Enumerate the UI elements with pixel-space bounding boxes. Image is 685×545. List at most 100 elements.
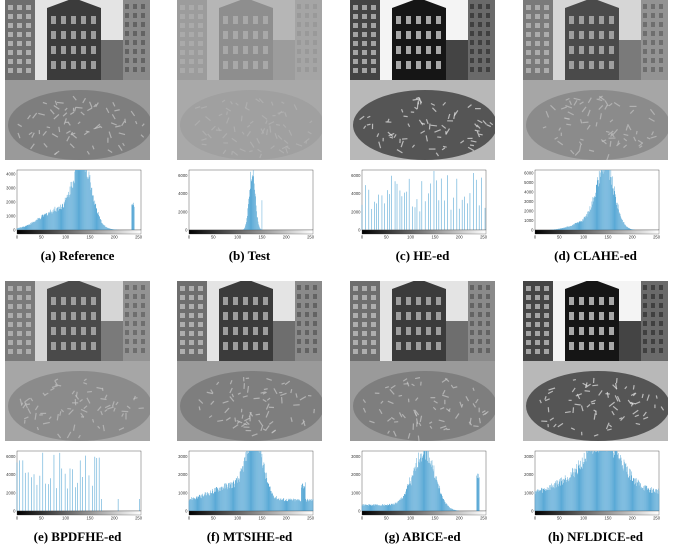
x-tick-label: 0 [188, 516, 191, 521]
x-tick-label: 50 [557, 235, 562, 240]
caption-e: (e) BPDFHE-ed [33, 529, 122, 544]
photo-c [350, 0, 495, 160]
photo-h [523, 281, 668, 441]
x-tick-label: 100 [407, 235, 415, 240]
histogram-bars [16, 170, 135, 230]
x-tick-label: 250 [135, 235, 143, 240]
y-tick-label: 2000 [6, 490, 16, 495]
x-tick-label: 150 [431, 235, 439, 240]
x-tick-label: 0 [534, 516, 537, 521]
y-tick-label: 3000 [6, 186, 16, 191]
y-tick-label: 0 [13, 228, 16, 233]
y-tick-label: 1000 [524, 490, 534, 495]
x-tick-label: 100 [234, 516, 242, 521]
intensity-gradient-bar [16, 229, 142, 235]
y-tick-label: 2000 [351, 209, 361, 214]
x-tick-label: 200 [456, 235, 464, 240]
x-tick-label: 50 [384, 516, 389, 521]
y-tick-label: 6000 [178, 173, 188, 178]
y-tick-label: 2000 [351, 472, 361, 477]
caption-h: (h) NFLDICE-ed [548, 529, 643, 544]
x-tick-label: 100 [234, 235, 242, 240]
y-tick-label: 1000 [524, 218, 534, 223]
x-tick-label: 250 [307, 235, 315, 240]
x-tick-label: 50 [557, 516, 562, 521]
y-tick-label: 5000 [524, 180, 534, 185]
y-tick-label: 6000 [351, 173, 361, 178]
y-tick-label: 4000 [6, 172, 16, 177]
intensity-gradient-bar [188, 229, 314, 235]
histogram-b: 2000 4000 6000 0 0 50 100 150 200 250 [177, 168, 322, 244]
histogram-bars [361, 171, 486, 230]
caption-d: (d) CLAHE-ed [554, 248, 637, 263]
y-tick-label: 2000 [178, 472, 188, 477]
y-tick-label: 0 [185, 509, 188, 514]
histogram-e: 2000 4000 6000 0 0 50 100 150 200 250 [5, 449, 150, 525]
intensity-gradient-bar [16, 510, 142, 516]
y-tick-label: 6000 [6, 454, 16, 459]
x-tick-label: 250 [135, 516, 143, 521]
histogram-bars [188, 451, 314, 511]
x-tick-label: 150 [258, 516, 266, 521]
y-tick-label: 1000 [178, 490, 188, 495]
x-tick-label: 100 [407, 516, 415, 521]
photo-b [177, 0, 322, 160]
y-tick-label: 4000 [6, 472, 16, 477]
histogram-d: 1000 2000 3000 4000 5000 6000 0 0 50 100 150 200 250 [523, 168, 668, 244]
histogram-g: 1000 2000 3000 0 0 50 100 150 200 250 [350, 449, 495, 525]
y-tick-label: 4000 [524, 189, 534, 194]
y-tick-label: 3000 [178, 454, 188, 459]
caption-c: (c) HE-ed [395, 248, 450, 263]
x-tick-label: 50 [211, 516, 216, 521]
x-tick-label: 250 [480, 235, 488, 240]
intensity-gradient-bar [361, 229, 487, 235]
caption-b: (b) Test [228, 248, 271, 263]
x-tick-label: 250 [653, 235, 661, 240]
y-tick-label: 1000 [351, 490, 361, 495]
x-tick-label: 150 [604, 516, 612, 521]
y-tick-label: 0 [531, 509, 534, 514]
caption-f: (f) MTSIHE-ed [206, 529, 293, 544]
x-tick-label: 200 [111, 235, 119, 240]
y-tick-label: 3000 [524, 199, 534, 204]
x-tick-label: 150 [431, 516, 439, 521]
y-tick-label: 2000 [178, 209, 188, 214]
intensity-gradient-bar [188, 510, 314, 516]
x-tick-label: 0 [361, 235, 364, 240]
x-tick-label: 0 [16, 516, 19, 521]
x-tick-label: 250 [653, 516, 661, 521]
x-tick-label: 100 [580, 235, 588, 240]
x-tick-label: 0 [188, 235, 191, 240]
y-tick-label: 0 [358, 228, 361, 233]
x-tick-label: 200 [283, 516, 291, 521]
photo-e [5, 281, 150, 441]
caption-a: (a) Reference [40, 248, 115, 263]
y-tick-label: 4000 [351, 191, 361, 196]
y-tick-label: 3000 [524, 454, 534, 459]
x-tick-label: 200 [456, 516, 464, 521]
y-tick-label: 0 [531, 228, 534, 233]
histogram-bars [16, 452, 140, 511]
x-tick-label: 50 [39, 235, 44, 240]
x-tick-label: 200 [629, 516, 637, 521]
histogram-bars [361, 451, 480, 511]
y-tick-label: 0 [185, 228, 188, 233]
y-tick-label: 2000 [524, 472, 534, 477]
y-tick-label: 2000 [6, 200, 16, 205]
y-tick-label: 0 [358, 509, 361, 514]
x-tick-label: 200 [629, 235, 637, 240]
x-tick-label: 150 [86, 516, 94, 521]
caption-g: (g) ABICE-ed [384, 529, 461, 544]
histogram-f: 1000 2000 3000 0 0 50 100 150 200 250 [177, 449, 322, 525]
photo-g [350, 281, 495, 441]
y-tick-label: 4000 [178, 191, 188, 196]
x-tick-label: 0 [16, 235, 19, 240]
x-tick-label: 100 [62, 516, 70, 521]
x-tick-label: 200 [283, 235, 291, 240]
histogram-h: 1000 2000 3000 0 0 50 100 150 200 250 [523, 449, 668, 525]
y-tick-label: 6000 [524, 170, 534, 175]
x-tick-label: 50 [39, 516, 44, 521]
x-tick-label: 50 [384, 235, 389, 240]
x-tick-label: 0 [361, 516, 364, 521]
photo-f [177, 281, 322, 441]
